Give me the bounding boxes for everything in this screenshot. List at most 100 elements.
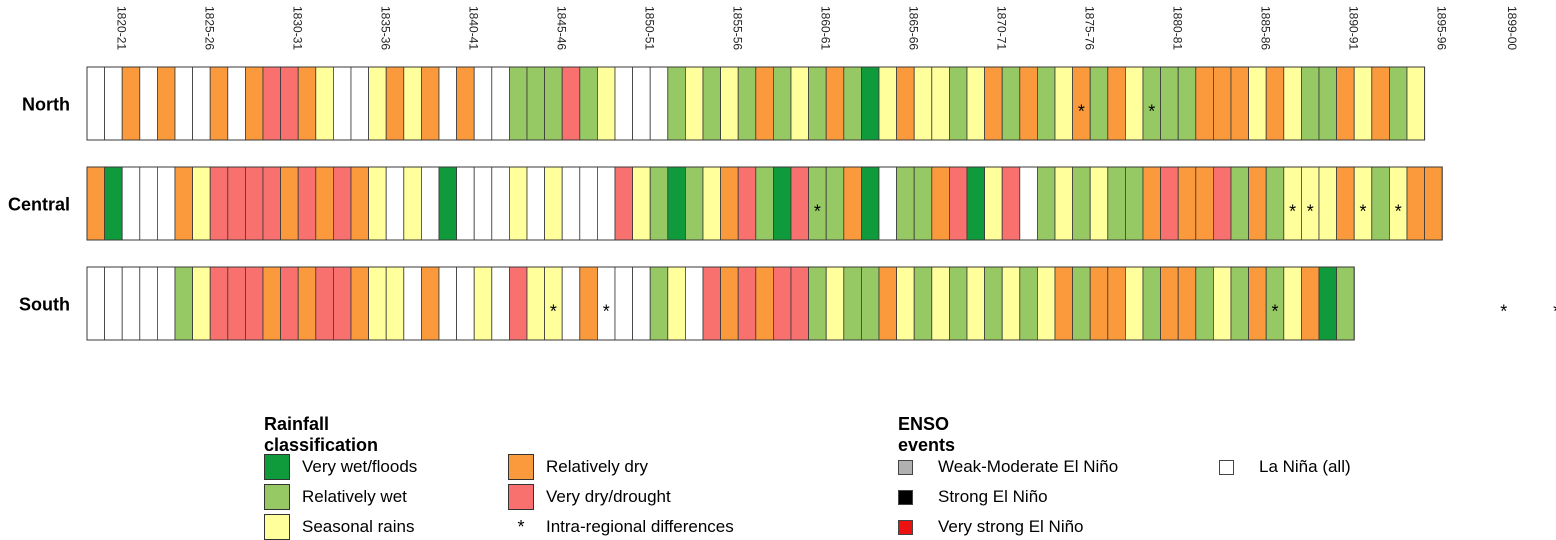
rainfall-cell xyxy=(544,166,563,241)
legend-label: Very dry/drought xyxy=(546,487,671,506)
rainfall-cell xyxy=(368,166,387,241)
rainfall-cell xyxy=(315,266,334,341)
legend-label: Very strong El Niño xyxy=(938,517,1084,536)
enso-legend-title: ENSO events xyxy=(898,414,956,455)
rainfall-cell xyxy=(861,66,880,141)
rainfall-cell xyxy=(368,66,387,141)
rainfall-cell xyxy=(702,66,722,141)
rainfall-cell xyxy=(949,166,968,241)
rainfall-cell xyxy=(420,266,440,341)
rainfall-cell xyxy=(385,166,405,241)
rainfall-cell xyxy=(1213,66,1232,141)
year-tick-label: 1845-46 xyxy=(554,6,568,50)
rainfall-cell xyxy=(104,66,123,141)
legend-item-very-strong-el-nino: Very strong El Niño xyxy=(892,514,1084,540)
rainfall-cell xyxy=(262,266,282,341)
legend-item-relatively-wet: Relatively wet xyxy=(264,484,407,510)
rainfall-cell xyxy=(456,66,475,141)
intra-regional-marker: * xyxy=(1307,202,1314,222)
rainfall-cell xyxy=(456,266,475,341)
rainfall-cell xyxy=(632,266,651,341)
rainfall-cell xyxy=(966,266,986,341)
rainfall-cell xyxy=(139,66,158,141)
seasonal-rains-swatch xyxy=(264,514,290,540)
rainfall-cell xyxy=(491,266,510,341)
rainfall-cell xyxy=(1301,66,1320,141)
rainfall-cell xyxy=(561,266,581,341)
rainfall-cell xyxy=(403,266,422,341)
year-tick-label: 1825-26 xyxy=(202,6,216,50)
rainfall-cell xyxy=(156,166,176,241)
year-tick-label: 1830-31 xyxy=(290,6,304,50)
very-dry-swatch xyxy=(508,484,534,510)
rainfall-cell xyxy=(755,266,774,341)
rainfall-cell xyxy=(702,166,722,241)
rainfall-cell xyxy=(262,166,282,241)
intra-regional-marker: * xyxy=(1395,202,1402,222)
rainfall-cell xyxy=(332,66,352,141)
legend-item-weak-moderate-el-nino: Weak-Moderate El Niño xyxy=(892,454,1118,480)
row-border xyxy=(86,266,1355,341)
row-border xyxy=(86,166,1443,241)
rainfall-cell xyxy=(192,66,211,141)
rainfall-cell xyxy=(1072,166,1091,241)
rainfall-cell xyxy=(737,66,757,141)
rainfall-cell xyxy=(104,266,123,341)
rainfall-cell xyxy=(473,166,493,241)
rainfall-cell xyxy=(1230,266,1250,341)
year-tick-label: 1865-66 xyxy=(906,6,920,50)
rainfall-cell xyxy=(808,66,827,141)
rainfall-cell xyxy=(913,66,933,141)
rainfall-cell xyxy=(579,166,598,241)
rainfall-cell xyxy=(315,66,334,141)
rainfall-cell xyxy=(720,66,739,141)
rainfall-cell xyxy=(1089,66,1109,141)
rainfall-cell xyxy=(209,166,229,241)
year-tick-label: 1870-71 xyxy=(994,6,1008,50)
legend-item-seasonal-rains: Seasonal rains xyxy=(264,514,414,540)
year-tick-label: 1860-61 xyxy=(818,6,832,50)
very-strong-swatch xyxy=(898,519,913,535)
rainfall-cell xyxy=(508,266,528,341)
rainfall-cell xyxy=(508,66,528,141)
rainfall-cell xyxy=(896,166,915,241)
rainfall-cell xyxy=(913,166,933,241)
rainfall-cell xyxy=(685,266,704,341)
rainfall-cell xyxy=(174,266,194,341)
rainfall-enso-chart: 1820-21 1825-26 1830-31 1835-36 1840-41 1845-… xyxy=(8,6,1556,341)
rainfall-cell xyxy=(1283,66,1302,141)
rainfall-cell xyxy=(1125,266,1144,341)
year-tick-label: 1835-36 xyxy=(378,6,392,50)
rainfall-cell xyxy=(244,66,264,141)
rainfall-cell xyxy=(755,66,774,141)
legend-item-very-dry: Very dry/drought xyxy=(508,484,671,510)
rainfall-cell xyxy=(896,66,915,141)
rainfall-cell xyxy=(456,166,475,241)
intra-regional-marker: * xyxy=(1271,302,1278,322)
rainfall-cell xyxy=(139,266,158,341)
rainfall-cell xyxy=(1318,166,1338,241)
rainfall-cell xyxy=(1037,166,1056,241)
rainfall-cell xyxy=(1230,166,1250,241)
intra-regional-marker: * xyxy=(1359,202,1366,222)
rainfall-cell xyxy=(878,66,898,141)
rainfall-cell xyxy=(1265,166,1285,241)
year-tick-label: 1890-91 xyxy=(1346,6,1360,50)
rainfall-cell xyxy=(262,66,282,141)
rainfall-cell xyxy=(913,266,933,341)
rainfall-cell xyxy=(561,66,581,141)
rainfall-cell xyxy=(984,66,1003,141)
rainfall-cell xyxy=(931,66,950,141)
rainfall-cell xyxy=(667,66,686,141)
rainfall-cell xyxy=(790,66,810,141)
rainfall-cell xyxy=(438,166,458,241)
rainfall-cell xyxy=(1019,66,1038,141)
rainfall-cell xyxy=(491,166,510,241)
rainfall-cell xyxy=(297,266,317,341)
year-tick-label: 1840-41 xyxy=(466,6,480,50)
rainfall-cell xyxy=(1125,166,1144,241)
rainfall-cell xyxy=(861,266,880,341)
rainfall-legend-title: Rainfall classification xyxy=(264,414,379,455)
rainfall-cell xyxy=(139,166,158,241)
rainfall-cell xyxy=(1301,266,1320,341)
